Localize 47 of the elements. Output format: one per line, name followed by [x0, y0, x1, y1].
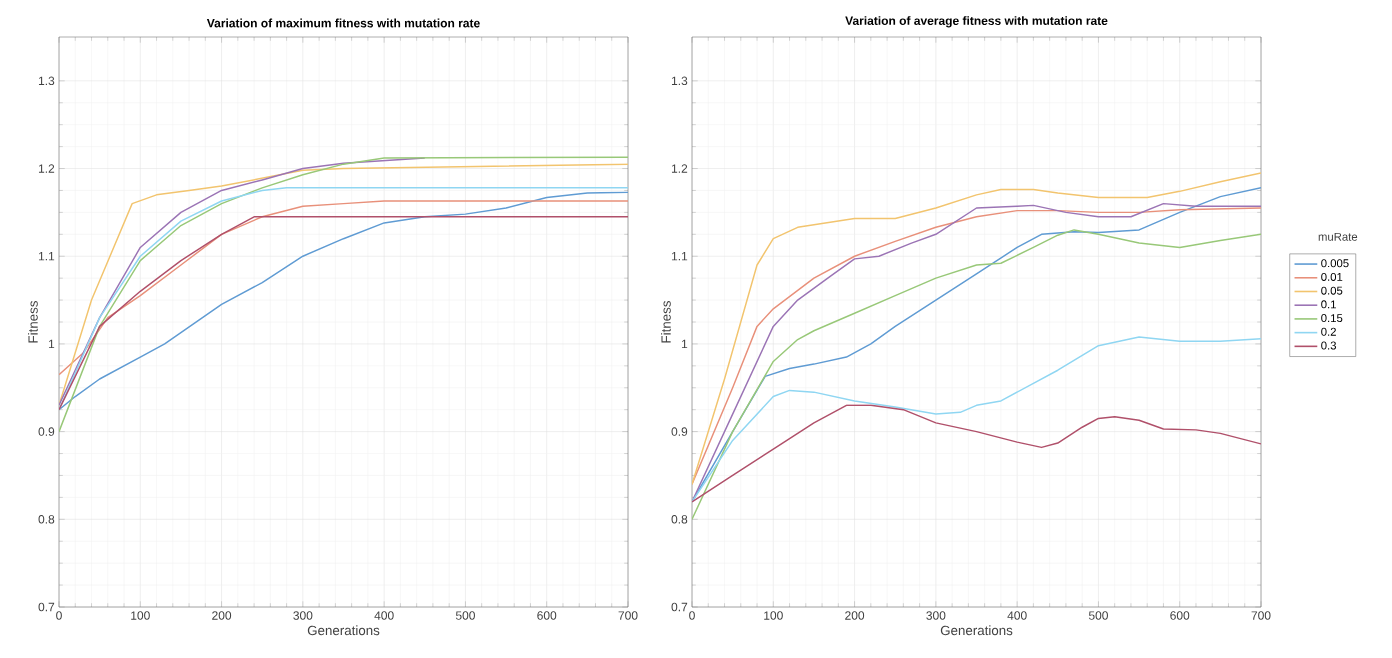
x-tick-label: 700 — [618, 611, 638, 620]
y-tick-label: 1.1 — [671, 252, 688, 261]
y-tick-label: 1 — [48, 339, 55, 349]
x-tick-label: 100 — [131, 611, 150, 620]
y-tick-label: 1.3 — [671, 76, 688, 86]
x-tick-label: 300 — [926, 611, 946, 620]
x-tick-label: 700 — [1251, 611, 1271, 620]
chart-title: Variation of maximum fitness with mutation rate — [206, 18, 480, 28]
y-tick-label: 0.9 — [671, 427, 688, 436]
y-tick-label: 1.3 — [38, 76, 55, 86]
y-axis-title: Fitness — [28, 300, 38, 343]
x-tick-label: 300 — [293, 611, 313, 620]
legend-label: 0.01 — [1321, 272, 1343, 281]
y-tick-label: 1.2 — [38, 164, 55, 173]
y-tick-label: 0.8 — [671, 515, 688, 524]
y-axis-title: Fitness — [661, 300, 671, 343]
x-tick-label: 0 — [56, 611, 62, 620]
x-tick-label: 400 — [1007, 611, 1027, 620]
y-tick-label: 0.8 — [38, 515, 55, 524]
x-axis-title: Generations — [940, 625, 1013, 636]
y-tick-label: 1.2 — [671, 164, 688, 173]
legend-label: 0.2 — [1321, 327, 1336, 336]
x-tick-label: 600 — [537, 611, 557, 620]
legend-title: muRate — [1318, 232, 1358, 241]
x-tick-label: 500 — [1088, 611, 1108, 620]
x-tick-label: 0 — [689, 611, 695, 620]
x-tick-label: 200 — [212, 611, 232, 620]
x-tick-label: 400 — [374, 611, 394, 620]
y-tick-label: 0.9 — [38, 427, 55, 436]
y-tick-label: 1 — [681, 339, 688, 349]
x-tick-label: 600 — [1170, 611, 1190, 620]
legend-label: 0.3 — [1321, 341, 1337, 350]
line-series — [692, 336, 1261, 503]
line-series — [59, 200, 628, 376]
x-tick-label: 200 — [845, 611, 865, 620]
legend-label: 0.1 — [1321, 300, 1336, 309]
legend-label: 0.15 — [1321, 314, 1343, 323]
legend-label: 0.005 — [1321, 259, 1349, 268]
line-series — [692, 404, 1261, 503]
y-tick-label: 0.7 — [38, 602, 55, 612]
y-tick-label: 1.1 — [38, 252, 55, 261]
chart-title: Variation of average fitness with mutation rate — [845, 16, 1108, 28]
x-axis-title: Generations — [307, 625, 380, 636]
x-tick-label: 500 — [455, 611, 475, 620]
y-tick-label: 0.7 — [671, 602, 688, 612]
x-tick-label: 100 — [764, 611, 783, 620]
legend-label: 0.05 — [1321, 286, 1343, 295]
